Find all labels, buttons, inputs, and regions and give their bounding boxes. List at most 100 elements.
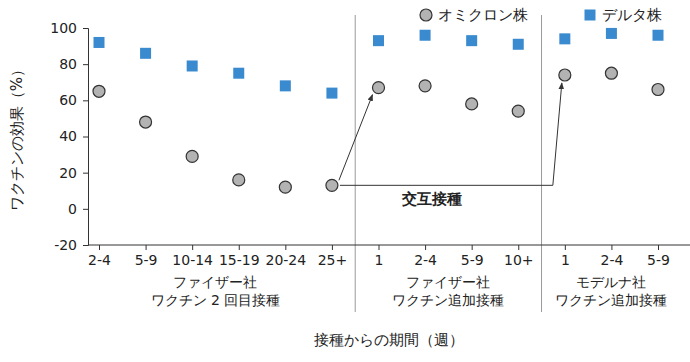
x-tick-mark	[425, 245, 426, 250]
point	[93, 85, 105, 97]
y-tick: 100	[50, 20, 88, 36]
group-separator	[355, 15, 356, 312]
x-tick-mark	[146, 245, 147, 250]
x-tick-label: 1	[375, 252, 384, 268]
y-tick-label: 100	[50, 20, 77, 36]
y-tick-mark	[83, 64, 88, 65]
series	[94, 28, 664, 99]
x-tick-mark	[332, 245, 333, 250]
x-axis-line	[88, 245, 690, 246]
y-tick: 20	[59, 165, 88, 181]
point	[187, 60, 198, 71]
series	[93, 67, 664, 193]
point	[652, 83, 664, 95]
point	[140, 116, 152, 128]
x-tick: 5-9	[135, 245, 158, 268]
legend-marker	[585, 10, 596, 21]
y-tick: 0	[68, 201, 88, 217]
legend-label: デルタ株	[602, 6, 662, 24]
legend: デルタ株 オミクロン株	[420, 6, 662, 24]
point	[186, 150, 198, 162]
y-tick: 40	[59, 128, 88, 144]
x-tick: 2-4	[88, 245, 111, 268]
x-tick: 15-19	[219, 245, 260, 268]
group-label: モデルナ社	[576, 274, 646, 290]
x-tick-mark	[285, 245, 286, 250]
x-tick: 2-4	[600, 245, 623, 268]
x-tick: 10+	[504, 245, 534, 268]
x-tick-mark	[379, 245, 380, 250]
x-tick-mark	[518, 245, 519, 250]
x-tick: 1	[561, 245, 570, 268]
x-tick-mark	[99, 245, 100, 250]
annotation-arrow	[340, 83, 562, 185]
y-tick: -20	[54, 237, 88, 253]
point	[326, 179, 338, 191]
annotation-arrow	[339, 95, 373, 181]
x-axis: 2-4 5-9 10-14 15-19 20-24 25+ 1 2-4 5-9 10+ 1 2-4 5-…	[88, 245, 690, 268]
x-tick: 20-24	[265, 245, 306, 268]
group-label: ファイザー社	[406, 274, 490, 290]
point	[419, 80, 431, 92]
point	[466, 35, 477, 46]
legend-marker	[420, 9, 432, 21]
group-separator	[541, 15, 542, 312]
point	[373, 35, 384, 46]
y-tick: 60	[59, 92, 88, 108]
y-axis-title: ワクチンの効果（%）	[8, 62, 26, 211]
x-tick-label: 2-4	[88, 252, 111, 268]
legend-label: オミクロン株	[438, 6, 528, 24]
point	[140, 48, 151, 59]
y-tick-mark	[83, 137, 88, 138]
x-tick: 1	[375, 245, 384, 268]
y-tick-mark	[83, 28, 88, 29]
x-tick-mark	[658, 245, 659, 250]
y-axis-line	[83, 29, 89, 246]
y-tick-label: 40	[59, 128, 77, 144]
x-tick-label: 2-4	[414, 252, 437, 268]
x-tick-label: 5-9	[461, 252, 484, 268]
annotation-text: 交互接種	[401, 190, 462, 208]
point	[373, 82, 385, 94]
point	[279, 181, 291, 193]
y-tick-label: -20	[54, 237, 77, 253]
x-tick-mark	[611, 245, 612, 250]
y-axis: -20 0 20 40 60 80 100	[50, 20, 88, 253]
point	[420, 30, 431, 41]
point	[559, 69, 571, 81]
y-tick-mark	[83, 100, 88, 101]
x-axis-title: 接種からの期間（週）	[314, 331, 464, 349]
y-tick-mark	[83, 173, 88, 174]
point	[233, 68, 244, 79]
x-tick-label: 10+	[504, 252, 534, 268]
y-tick-mark	[83, 209, 88, 210]
x-tick-label: 5-9	[135, 252, 158, 268]
x-tick: 2-4	[414, 245, 437, 268]
y-tick: 80	[59, 56, 88, 72]
x-tick-mark	[239, 245, 240, 250]
x-tick-label: 5-9	[647, 252, 670, 268]
point	[606, 28, 617, 39]
point	[653, 30, 664, 41]
marks	[93, 28, 664, 193]
x-tick-mark	[565, 245, 566, 250]
chart: -20 0 20 40 60 80 100 2-4 5-9 10-14 15-19 20-24 25+ 1…	[0, 0, 690, 362]
group-label: ワクチン追加接種	[392, 292, 504, 308]
point	[559, 33, 570, 44]
x-tick: 10-14	[172, 245, 213, 268]
x-tick-label: 20-24	[265, 252, 306, 268]
x-tick: 25+	[318, 245, 348, 268]
group-label: ワクチン 2 回目接種	[151, 292, 281, 308]
x-tick: 5-9	[647, 245, 670, 268]
x-tick-label: 2-4	[600, 252, 623, 268]
point	[512, 105, 524, 117]
x-tick-label: 10-14	[172, 252, 213, 268]
y-tick-label: 20	[59, 165, 77, 181]
y-tick-label: 0	[68, 201, 77, 217]
group-label: ファイザー社	[173, 274, 257, 290]
y-tick-label: 80	[59, 56, 77, 72]
x-tick-mark	[192, 245, 193, 250]
x-tick-label: 1	[561, 252, 570, 268]
point	[233, 174, 245, 186]
point	[326, 88, 337, 99]
